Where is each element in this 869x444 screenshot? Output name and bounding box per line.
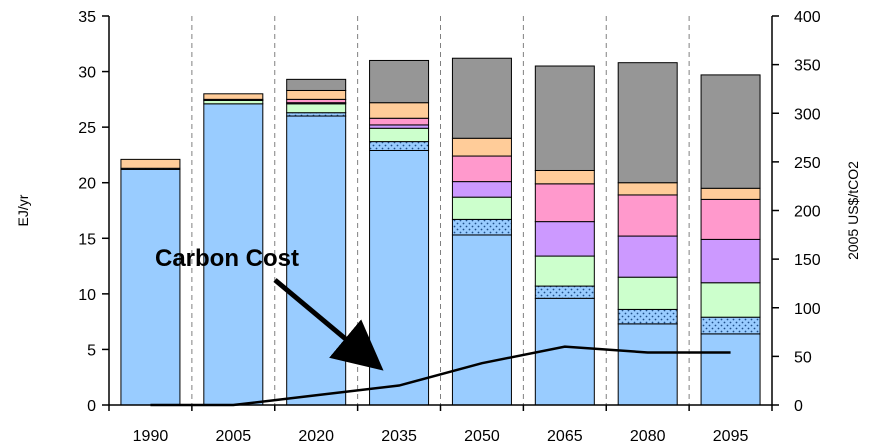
y-tick-label: 5: [87, 342, 96, 359]
bar-segment-2005-s3: [203, 99, 264, 105]
x-tick-label: 2065: [547, 428, 583, 444]
y-tick-label: 0: [87, 398, 96, 415]
bar-segment-2080-s3: [617, 276, 678, 310]
bar-segment-2050-s1: [451, 234, 512, 406]
y2-tick-label: 50: [794, 349, 812, 366]
bar-segment-2065-s5: [534, 183, 595, 223]
gridlines: [191, 16, 690, 405]
bar-segment-2065-s6: [534, 169, 595, 185]
y2-tick-label: 0: [794, 398, 803, 415]
bar-segment-2080-s4: [617, 235, 678, 278]
bar-segment-2095-s3: [700, 282, 761, 318]
y2-tick-label: 150: [794, 252, 821, 269]
bar-segment-2050-s5: [451, 155, 512, 183]
bar-segment-2080-s7: [617, 62, 678, 184]
bar-segment-2020-s7: [286, 78, 347, 91]
y-tick-label: 20: [78, 176, 96, 193]
bar-segment-2095-s4: [700, 238, 761, 284]
bar-segment-1990-s6: [120, 158, 181, 169]
bar-segment-2065-s3: [534, 255, 595, 287]
bar-segment-2035-s2: [369, 141, 430, 151]
y-tick-label: 10: [78, 287, 96, 304]
bar-segment-2065-s7: [534, 65, 595, 171]
bar-segment-2050-s7: [451, 57, 512, 139]
bar-segment-2035-s1: [369, 149, 430, 406]
bar-segment-2095-s1: [700, 333, 761, 406]
bar-segment-2020-s3: [286, 103, 347, 114]
y2-tick-label: 400: [794, 9, 821, 26]
x-tick-label: 2050: [464, 428, 500, 444]
bar-segment-2050-s4: [451, 181, 512, 198]
bar-segment-2020-s6: [286, 89, 347, 100]
bar-segment-2050-s2: [451, 218, 512, 236]
bar-segment-2050-s3: [451, 196, 512, 220]
y-axis-title: EJ/yr: [15, 194, 31, 226]
x-tick-label: 2095: [713, 428, 749, 444]
bar-segment-2095-s2: [700, 316, 761, 335]
bar-segment-2095-s5: [700, 198, 761, 240]
carbon-cost-annotation: Carbon Cost: [155, 245, 299, 272]
y-tick-label: 35: [78, 9, 96, 26]
bar-segment-2035-s7: [369, 59, 430, 104]
bar-segment-2080-s1: [617, 323, 678, 406]
y2-tick-label: 100: [794, 301, 821, 318]
bar-segment-2065-s2: [534, 285, 595, 299]
y-tick-label: 25: [78, 120, 96, 137]
carbon-cost-line: [150, 345, 731, 407]
bar-segment-1990-s1: [120, 168, 181, 406]
x-tick-label: 2005: [216, 428, 252, 444]
x-tick-label: 1990: [133, 428, 169, 444]
bar-segment-2035-s4: [369, 124, 430, 129]
y2-tick-label: 300: [794, 106, 821, 123]
bar-segment-2095-s7: [700, 74, 761, 189]
y2-tick-label: 200: [794, 204, 821, 221]
bar-segment-2005-s1: [203, 103, 264, 406]
bar-segment-2080-s6: [617, 182, 678, 196]
annotation-arrow: [273, 278, 384, 371]
y-tick-label: 30: [78, 65, 96, 82]
y2-tick-label: 350: [794, 58, 821, 75]
bar-segment-2020-s5: [286, 98, 347, 104]
bar-segment-2020-s2: [286, 112, 347, 117]
bar-segment-2050-s6: [451, 137, 512, 157]
x-tick-label: 2080: [630, 428, 666, 444]
bar-segment-2005-s6: [203, 93, 264, 100]
carbon-cost-line-group: [150, 345, 731, 407]
y-tick-label: 15: [78, 231, 96, 248]
x-tick-label: 2035: [381, 428, 417, 444]
bar-segment-2080-s2: [617, 308, 678, 325]
bar-segment-2065-s4: [534, 221, 595, 257]
y2-tick-label: 250: [794, 155, 821, 172]
x-tick-label: 2020: [298, 428, 334, 444]
bar-segment-2035-s3: [369, 127, 430, 143]
bar-segment-2035-s6: [369, 102, 430, 119]
y2-axis-title: 2005 US$/tCO2: [845, 161, 861, 260]
bar-segment-2080-s5: [617, 194, 678, 237]
bar-segment-2095-s6: [700, 187, 761, 200]
bar-segment-2035-s5: [369, 117, 430, 126]
